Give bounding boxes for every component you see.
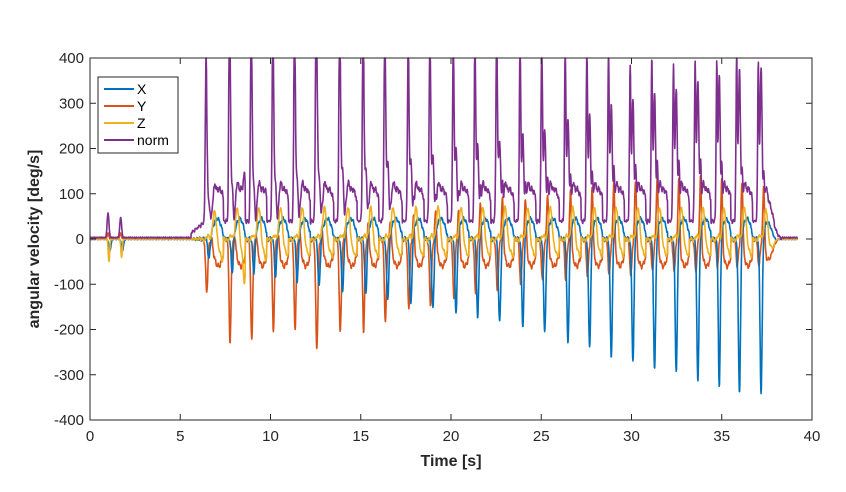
y-tick-label: 100 <box>59 186 84 203</box>
legend-label-norm: norm <box>137 132 169 148</box>
x-axis-title: Time [s] <box>420 453 481 470</box>
series-line-y <box>89 175 799 350</box>
x-tick-label: 35 <box>713 428 730 445</box>
x-tick-label: 0 <box>86 428 94 445</box>
y-tick-label: -300 <box>54 367 84 384</box>
series-layer <box>89 57 799 395</box>
series-line-x <box>89 215 799 395</box>
y-tick-label: 400 <box>59 50 84 67</box>
legend-label-x: X <box>137 81 147 97</box>
y-tick-label: 200 <box>59 141 84 158</box>
series-line-norm <box>89 57 799 241</box>
x-tick-label: 15 <box>352 428 369 445</box>
x-tick-label: 5 <box>176 428 184 445</box>
y-tick-label: -200 <box>54 322 84 339</box>
x-tick-label: 20 <box>443 428 460 445</box>
x-tick-label: 10 <box>262 428 279 445</box>
y-tick-label: 0 <box>76 231 84 248</box>
y-tick-label: -400 <box>54 412 84 429</box>
y-tick-label: -100 <box>54 276 84 293</box>
x-tick-label: 25 <box>533 428 550 445</box>
series-line-z <box>89 205 799 285</box>
y-axis-title: angular velocity [deg/s] <box>26 150 43 329</box>
x-tick-label: 30 <box>623 428 640 445</box>
y-tick-label: 300 <box>59 95 84 112</box>
legend-label-z: Z <box>137 115 146 131</box>
legend-label-y: Y <box>137 98 147 114</box>
ticks-layer: 0 5 10 15 20 25 30 35 40 -400 -300 -200 -100 0 100 200 3… <box>54 50 820 445</box>
x-tick-label: 40 <box>804 428 821 445</box>
